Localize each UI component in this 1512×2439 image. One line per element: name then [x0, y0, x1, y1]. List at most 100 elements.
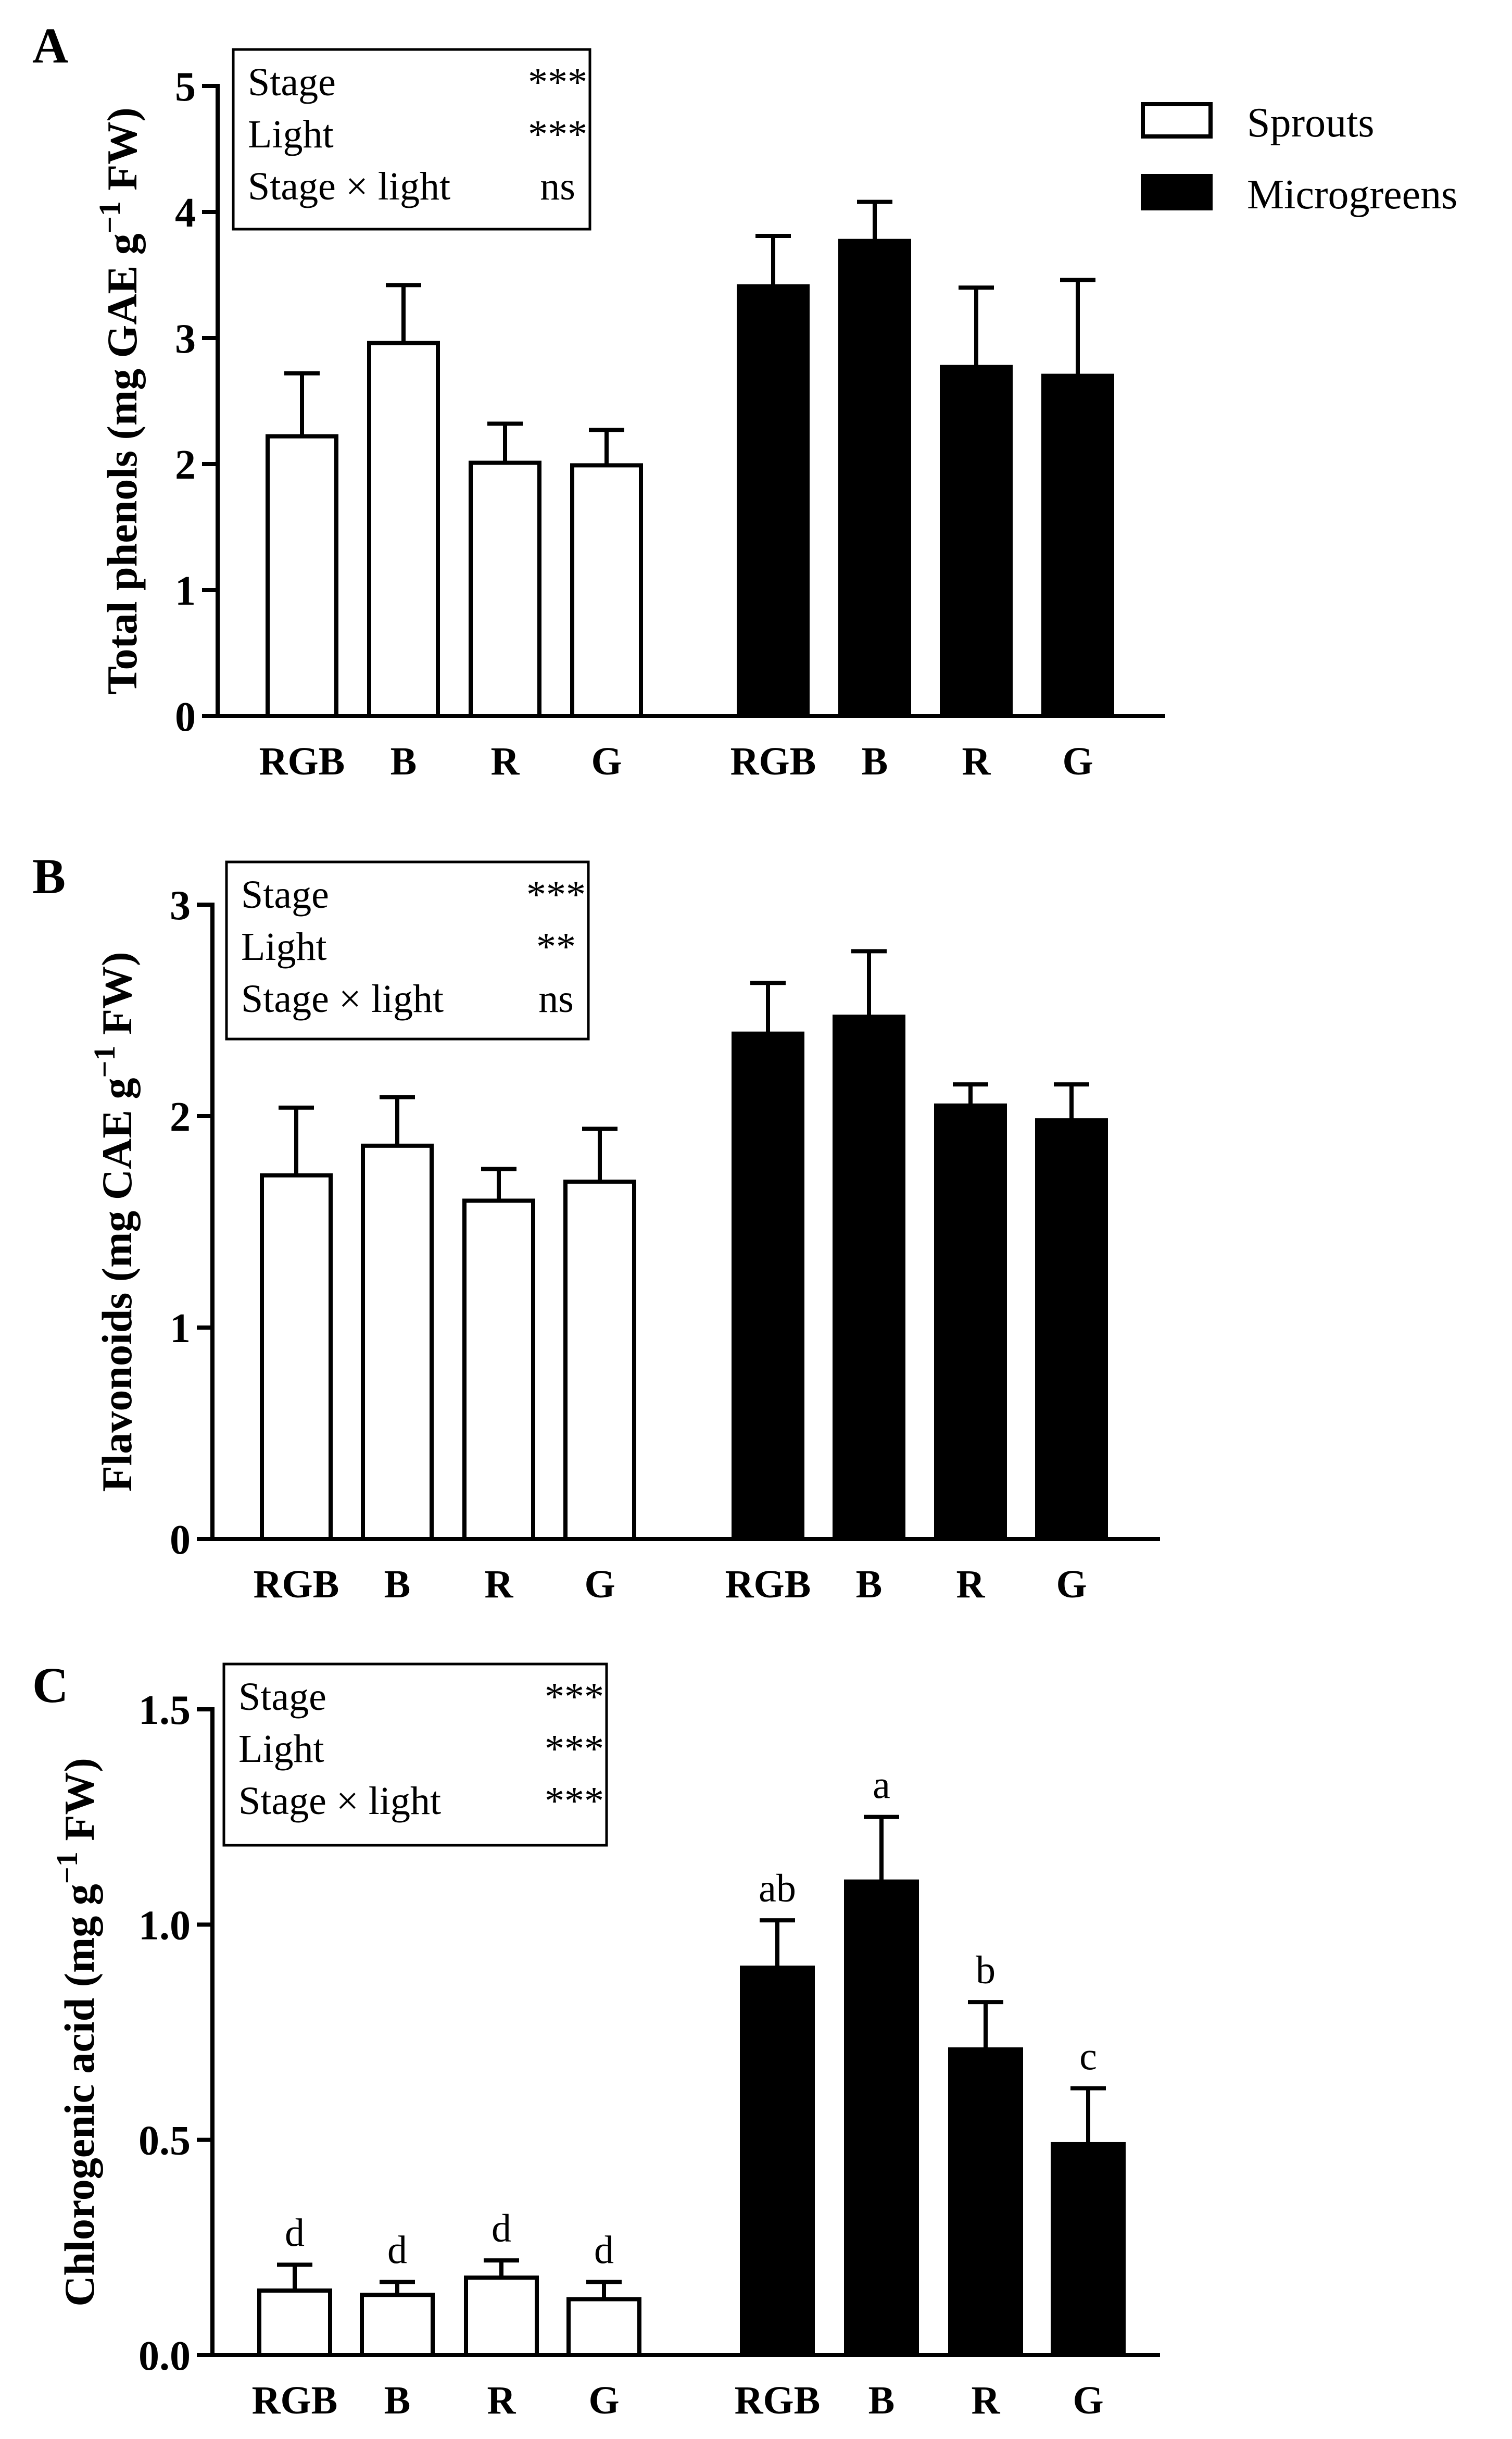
bar-microgreens: [934, 1103, 1007, 1541]
stats-value: ***: [526, 873, 586, 917]
bar-microgreens: [1035, 1118, 1108, 1542]
x-category-label: G: [591, 740, 622, 783]
stats-label: Stage × light: [248, 165, 450, 208]
y-axis-label: Flavonoids (mg CAE g−1 FW): [87, 952, 141, 1492]
significance-letter: ab: [759, 1867, 796, 1910]
x-category-label: RGB: [725, 1562, 811, 1606]
stats-label: Stage: [248, 60, 336, 104]
panel-letter: A: [32, 18, 68, 73]
x-category-label: RGB: [254, 1562, 339, 1606]
y-axis-label-tail: FW): [98, 107, 146, 201]
legend-microgreens-swatch: [1141, 174, 1213, 210]
stats-label: Stage: [241, 873, 329, 917]
stats-value: ***: [545, 1675, 604, 1719]
bar-sprouts: [260, 1173, 333, 1541]
panel-letter: B: [32, 848, 66, 904]
x-category-label: R: [487, 2379, 516, 2422]
y-axis-label-sup: −1: [87, 1045, 121, 1078]
bar-microgreens: [737, 284, 810, 718]
stats-label: Light: [238, 1727, 324, 1771]
bar-microgreens: [940, 365, 1013, 718]
x-category-label: G: [584, 1562, 615, 1606]
y-axis-label-tail: FW): [93, 952, 141, 1046]
y-axis-label-main: Chlorogenic acid (mg g: [56, 1884, 103, 2307]
x-category-label: B: [390, 740, 417, 783]
bar-sprouts: [570, 463, 643, 718]
legend: Sprouts Microgreens: [1141, 100, 1457, 218]
x-category-label: G: [1073, 2379, 1103, 2422]
x-category-label: B: [384, 2379, 411, 2422]
bar-sprouts: [257, 2288, 332, 2357]
significance-letter: c: [1079, 2034, 1097, 2078]
y-axis-label-tail: FW): [56, 1758, 103, 1852]
chart-panel-c: C 0.0 0.5 1.0 1.5 Chlorogenic acid (mg g−1 FW…: [32, 1657, 1160, 2422]
stats-label: Light: [248, 112, 334, 156]
y-tick-label: 0.5: [138, 2118, 191, 2164]
bar-sprouts: [462, 1198, 535, 1541]
y-tick-label: 5: [175, 64, 196, 110]
stats-value: ***: [545, 1779, 604, 1823]
panel-letter: C: [32, 1657, 68, 1713]
y-axis-label: Chlorogenic acid (mg g−1 FW): [50, 1758, 103, 2307]
x-category-label: G: [1056, 1562, 1087, 1606]
bar-microgreens: [740, 1966, 815, 2357]
y-tick-label: 1: [170, 1306, 191, 1352]
bar-sprouts: [266, 434, 338, 718]
chart-panel-b: B 0 1 2 3 Flavonoids (mg CAE g−1 FW) Stage *** L…: [32, 848, 1160, 1606]
y-tick-label: 3: [170, 883, 191, 929]
y-axis-label-sup: −1: [50, 1852, 84, 1884]
y-tick-label: 0.0: [138, 2333, 191, 2379]
x-category-label: R: [962, 740, 991, 783]
legend-sprouts-swatch: [1141, 102, 1213, 139]
x-category-label: B: [856, 1562, 883, 1606]
x-category-label: R: [956, 1562, 986, 1606]
bar-microgreens: [1041, 373, 1114, 718]
y-tick-label: 0: [170, 1517, 191, 1563]
bar-microgreens: [948, 2047, 1023, 2357]
significance-letter: d: [492, 2207, 511, 2250]
y-axis-label-main: Flavonoids (mg CAE g: [93, 1078, 141, 1492]
y-tick-label: 4: [175, 190, 196, 236]
bar-sprouts: [566, 2297, 641, 2357]
chart-panel-a: A 0 1 2 3 4 5 Total phenols (mg GAE g−1 FW) Stag…: [32, 18, 1165, 783]
bar-sprouts: [469, 460, 541, 719]
significance-letter: d: [594, 2228, 614, 2272]
x-category-label: R: [972, 2379, 1001, 2422]
bar-sprouts: [464, 2275, 539, 2358]
bar-microgreens: [844, 1879, 919, 2358]
y-axis-label: Total phenols (mg GAE g−1 FW): [93, 107, 146, 694]
stats-label: Stage × light: [238, 1779, 441, 1823]
legend-sprouts-label: Sprouts: [1247, 100, 1375, 146]
x-category-label: B: [868, 2379, 895, 2422]
stats-value: ***: [545, 1727, 604, 1771]
stats-value: ***: [528, 112, 587, 156]
bar-sprouts: [360, 2293, 435, 2357]
bar-sprouts: [361, 1143, 434, 1542]
y-axis-label-sup: −1: [93, 201, 127, 233]
y-axis-label-main: Total phenols (mg GAE g: [98, 233, 146, 694]
bar-microgreens: [732, 1031, 804, 1542]
stats-value: **: [536, 925, 576, 969]
stats-label: Stage: [238, 1675, 326, 1719]
x-category-label: G: [588, 2379, 619, 2422]
x-category-label: RGB: [252, 2379, 338, 2422]
stats-box: [222, 1662, 608, 1847]
y-tick-label: 1: [175, 568, 196, 614]
x-category-label: RGB: [259, 740, 345, 783]
y-tick-label: 1.0: [138, 1903, 191, 1948]
stats-box: [232, 48, 591, 231]
x-category-label: B: [862, 740, 888, 783]
bar-microgreens: [833, 1015, 905, 1542]
stats-label: Light: [241, 925, 327, 969]
y-tick-label: 2: [175, 442, 196, 488]
stats-value: ***: [528, 60, 587, 104]
significance-letter: b: [976, 1948, 996, 1992]
significance-letter: d: [387, 2228, 407, 2272]
bar-microgreens: [1051, 2142, 1126, 2357]
x-category-label: RGB: [730, 740, 816, 783]
x-category-label: R: [491, 740, 520, 783]
y-tick-label: 2: [170, 1094, 191, 1140]
x-category-label: R: [485, 1562, 514, 1606]
